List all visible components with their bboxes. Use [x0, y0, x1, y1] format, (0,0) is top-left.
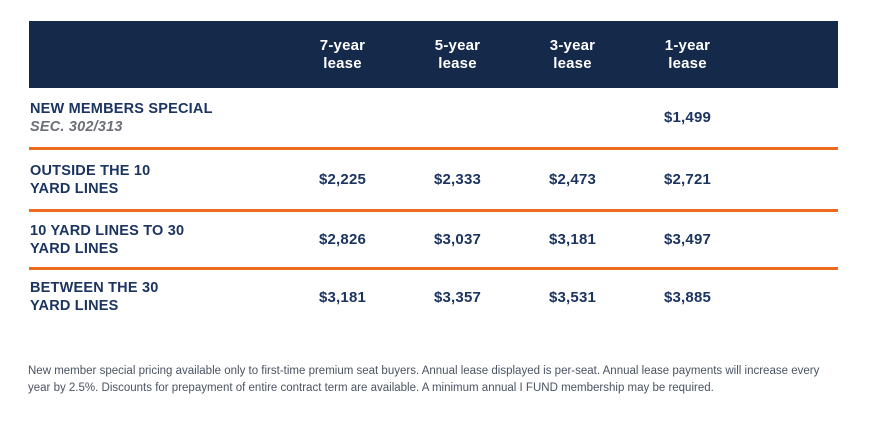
column-header-1-year: 1-year lease [630, 37, 745, 73]
column-header-5-year: 5-year lease [400, 37, 515, 73]
price-cell: $2,333 [433, 171, 482, 188]
price-cell: $3,181 [318, 288, 367, 306]
row-subtitle-section: SEC. 302/313 [30, 118, 123, 135]
table-row-10-to-30: 10 YARD LINES TO 30 YARD LINES $2,826 $3… [29, 209, 838, 267]
table-row-new-members-special: NEW MEMBERS SPECIAL SEC. 302/313 $1,499 [29, 88, 838, 147]
row-label: 10 YARD LINES TO 30 YARD LINES [29, 214, 285, 266]
price-cell: $1,499 [663, 109, 712, 126]
column-header-term: 5-year [434, 36, 481, 54]
column-header-3-year: 3-year lease [515, 37, 630, 73]
row-label: OUTSIDE THE 10 YARD LINES [29, 154, 285, 206]
row-title: NEW MEMBERS SPECIAL [30, 100, 213, 117]
table-header-row: 7-year lease 5-year lease 3-year lease 1… [29, 21, 838, 88]
column-header-lease: lease [323, 54, 362, 72]
price-cell: $3,531 [548, 288, 597, 306]
column-header-term: 3-year [549, 36, 596, 54]
price-cell: $3,037 [433, 231, 482, 248]
price-cell: $2,721 [663, 171, 712, 188]
price-cell: $3,885 [663, 288, 712, 306]
row-title: 10 YARD LINES TO 30 [30, 222, 185, 239]
row-subtitle: YARD LINES [30, 180, 119, 197]
table-row-between-the-30: BETWEEN THE 30 YARD LINES $3,181 $3,357 … [29, 267, 838, 324]
column-header-7-year: 7-year lease [285, 37, 400, 73]
pricing-table: 7-year lease 5-year lease 3-year lease 1… [29, 21, 838, 324]
price-cell: $3,357 [433, 288, 482, 306]
footnote-text: New member special pricing available onl… [28, 365, 820, 394]
row-title: BETWEEN THE 30 [30, 280, 159, 296]
table-row-outside-the-10: OUTSIDE THE 10 YARD LINES $2,225 $2,333 … [29, 147, 838, 209]
row-subtitle: YARD LINES [30, 240, 119, 257]
column-header-term: 7-year [319, 36, 366, 54]
price-cell: $3,497 [663, 231, 712, 248]
price-cell: $3,181 [548, 231, 597, 248]
price-cell: $2,826 [318, 231, 367, 248]
price-cell: $2,225 [318, 171, 367, 188]
row-subtitle: YARD LINES [30, 298, 119, 314]
price-cell: $2,473 [548, 171, 597, 188]
row-label: NEW MEMBERS SPECIAL SEC. 302/313 [29, 92, 285, 144]
row-title: OUTSIDE THE 10 [30, 162, 151, 179]
column-header-lease: lease [668, 54, 707, 72]
column-header-lease: lease [438, 54, 477, 72]
column-header-term: 1-year [664, 36, 711, 54]
column-header-lease: lease [553, 54, 592, 72]
row-label: BETWEEN THE 30 YARD LINES [29, 271, 285, 323]
